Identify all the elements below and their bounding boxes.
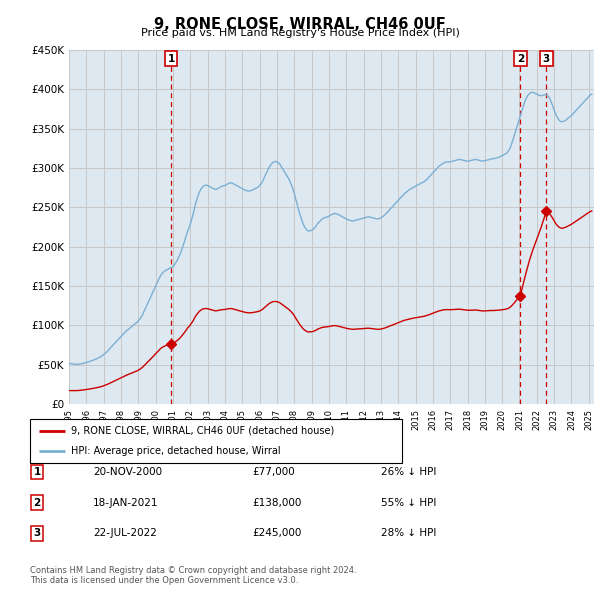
Text: 3: 3 [543, 54, 550, 64]
Text: Contains HM Land Registry data © Crown copyright and database right 2024.
This d: Contains HM Land Registry data © Crown c… [30, 566, 356, 585]
Text: 28% ↓ HPI: 28% ↓ HPI [381, 529, 436, 538]
Text: 9, RONE CLOSE, WIRRAL, CH46 0UF (detached house): 9, RONE CLOSE, WIRRAL, CH46 0UF (detache… [71, 426, 334, 436]
Text: 2: 2 [517, 54, 524, 64]
FancyBboxPatch shape [30, 419, 402, 463]
Text: 1: 1 [167, 54, 175, 64]
Text: 22-JUL-2022: 22-JUL-2022 [93, 529, 157, 538]
Text: 9, RONE CLOSE, WIRRAL, CH46 0UF: 9, RONE CLOSE, WIRRAL, CH46 0UF [154, 17, 446, 31]
Text: HPI: Average price, detached house, Wirral: HPI: Average price, detached house, Wirr… [71, 446, 281, 456]
Text: £245,000: £245,000 [252, 529, 301, 538]
Text: 2: 2 [34, 498, 41, 507]
Text: 1: 1 [34, 467, 41, 477]
Text: 26% ↓ HPI: 26% ↓ HPI [381, 467, 436, 477]
Text: 18-JAN-2021: 18-JAN-2021 [93, 498, 158, 507]
Text: Price paid vs. HM Land Registry's House Price Index (HPI): Price paid vs. HM Land Registry's House … [140, 28, 460, 38]
Text: 3: 3 [34, 529, 41, 538]
Text: 55% ↓ HPI: 55% ↓ HPI [381, 498, 436, 507]
Text: 20-NOV-2000: 20-NOV-2000 [93, 467, 162, 477]
Text: £77,000: £77,000 [252, 467, 295, 477]
Text: £138,000: £138,000 [252, 498, 301, 507]
